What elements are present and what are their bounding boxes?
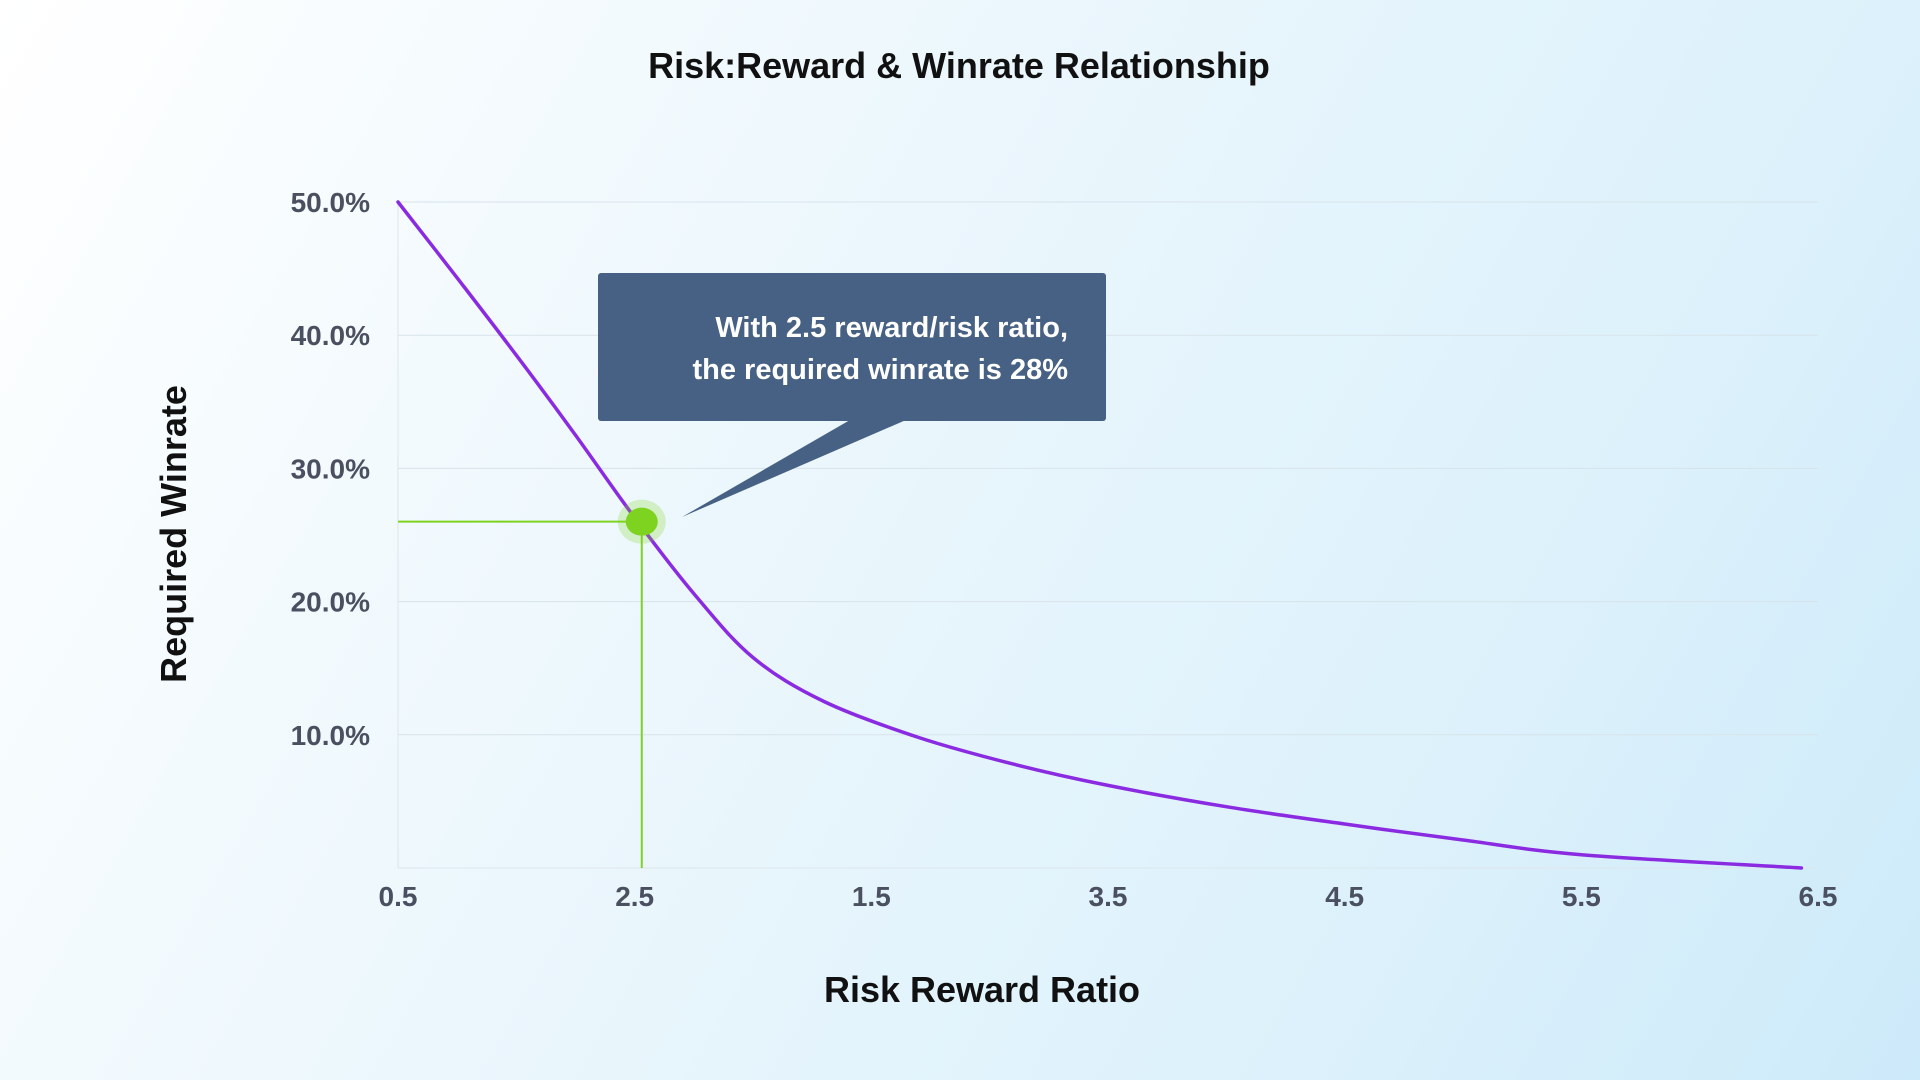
callout-pointer [682, 420, 906, 517]
y-tick-label: 30.0% [291, 453, 370, 484]
winrate-curve [396, 200, 1804, 870]
y-tick-label: 20.0% [291, 587, 370, 618]
x-axis-label: Risk Reward Ratio [824, 969, 1140, 1010]
y-tick-label: 10.0% [291, 720, 370, 751]
chart-title: Risk:Reward & Winrate Relationship [648, 45, 1270, 86]
x-tick-label: 3.5 [1089, 881, 1128, 912]
y-axis-label: Required Winrate [153, 385, 194, 683]
highlight-marker [617, 499, 666, 544]
y-tick-label: 40.0% [291, 320, 370, 351]
highlight-point [625, 507, 658, 536]
x-tick-label: 1.5 [852, 881, 891, 912]
x-tick-label: 2.5 [615, 881, 654, 912]
x-tick-label: 0.5 [379, 881, 418, 912]
callout-text-line: With 2.5 reward/risk ratio, [715, 312, 1068, 344]
highlight-guides [398, 520, 643, 868]
x-tick-label: 5.5 [1562, 881, 1601, 912]
callout: With 2.5 reward/risk ratio, the required … [598, 273, 1106, 517]
y-tick-label: 50.0% [291, 187, 370, 218]
callout-text-line: the required winrate is 28% [692, 354, 1068, 386]
x-tick-label: 4.5 [1325, 881, 1364, 912]
callout-box [598, 273, 1106, 421]
x-tick-label: 6.5 [1799, 881, 1838, 912]
series-layer [396, 200, 1804, 870]
axis-layer: 10.0% 20.0% 30.0% 40.0% 50.0% 0.5 2.5 1.5 3.5 4.5… [291, 187, 1838, 912]
